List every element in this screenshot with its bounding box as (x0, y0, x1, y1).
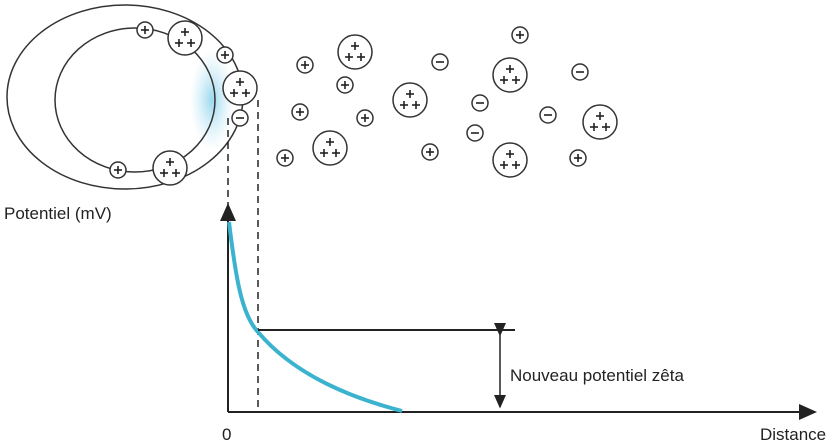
origin-label: 0 (222, 425, 231, 444)
large-cation (168, 21, 202, 55)
y-axis-label: Potentiel (mV) (4, 204, 112, 223)
diagram: Potentiel (mV) Nouveau potentiel zêta 0 … (0, 0, 837, 446)
ions (110, 21, 617, 185)
large-cation (493, 143, 527, 177)
large-cation (393, 83, 427, 117)
large-cation (153, 151, 187, 185)
large-cation (493, 58, 527, 92)
large-cation (223, 71, 257, 105)
annotation: Nouveau potentiel zêta (510, 366, 684, 385)
page: {"y_axis_label": "Potentiel (mV)", "x_ax… (0, 0, 837, 446)
large-cation (313, 131, 347, 165)
large-cation (338, 35, 372, 69)
large-cation (583, 105, 617, 139)
potential-curve (229, 222, 402, 411)
x-axis-label: Distance (760, 425, 826, 444)
